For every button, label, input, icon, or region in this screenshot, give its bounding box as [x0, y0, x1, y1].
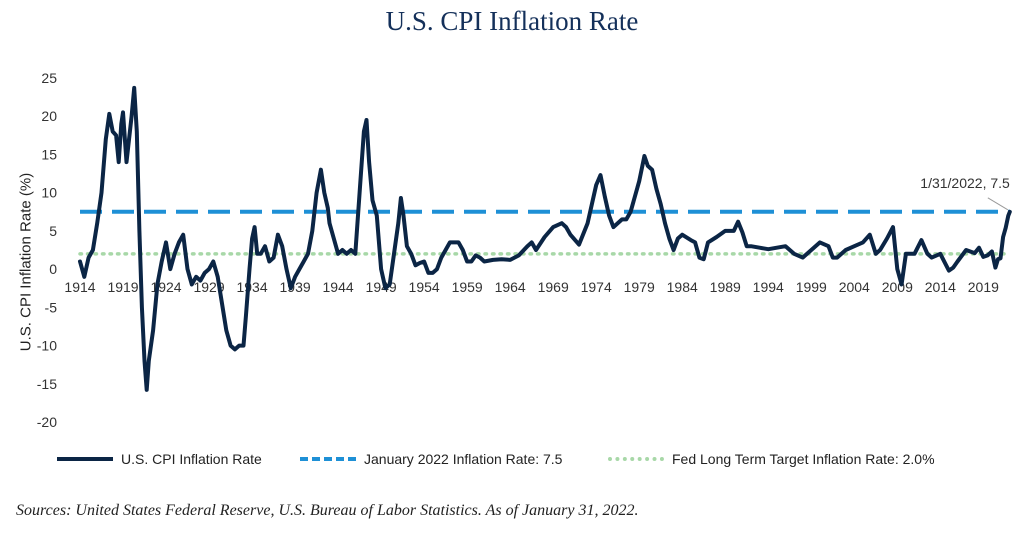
legend-label-fed-target: Fed Long Term Target Inflation Rate: 2.0…: [672, 451, 935, 467]
x-tick-label: 2009: [882, 279, 913, 295]
x-tick-labels: 1914 1919 1924 1929 1934 1939 1944 1949 1954 1959…: [64, 279, 999, 295]
y-tick-label: -20: [37, 414, 57, 430]
x-tick-label: 1914: [64, 279, 95, 295]
sources-note: Sources: United States Federal Reserve, …: [16, 502, 639, 519]
y-tick-labels: 25 20 15 10 5 0 -5 -10 -15 -20: [37, 70, 57, 430]
x-tick-label: 1989: [710, 279, 741, 295]
x-tick-label: 1934: [236, 279, 267, 295]
y-tick-label: 0: [49, 261, 57, 277]
y-tick-label: 20: [41, 108, 57, 124]
x-tick-label: 1984: [667, 279, 698, 295]
x-tick-label: 1964: [495, 279, 526, 295]
y-tick-label: -10: [37, 338, 57, 354]
y-tick-label: 25: [41, 70, 57, 86]
annotation-group: 1/31/2022, 7.5: [920, 175, 1010, 211]
x-tick-label: 1959: [452, 279, 483, 295]
x-tick-label: 1979: [624, 279, 655, 295]
legend-label-jan-2022: January 2022 Inflation Rate: 7.5: [364, 451, 563, 467]
annotation-label: 1/31/2022, 7.5: [920, 175, 1010, 191]
legend-item-fed-target: Fed Long Term Target Inflation Rate: 2.0…: [608, 451, 935, 467]
x-tick-label: 1999: [796, 279, 827, 295]
legend-item-cpi: U.S. CPI Inflation Rate: [57, 451, 262, 467]
x-tick-label: 1994: [753, 279, 784, 295]
reference-lines: [78, 209, 1012, 256]
x-tick-label: 1919: [107, 279, 138, 295]
x-tick-label: 1974: [581, 279, 612, 295]
legend-swatch-fed-target: [608, 457, 664, 461]
cpi-series-line: [78, 85, 1012, 392]
annotation-leader: [987, 197, 1009, 211]
x-tick-label: 2019: [968, 279, 999, 295]
x-tick-label: 1944: [323, 279, 354, 295]
legend-label-cpi: U.S. CPI Inflation Rate: [121, 451, 262, 467]
legend-swatch-cpi: [57, 457, 113, 461]
x-tick-label: 2014: [925, 279, 956, 295]
series-lines: [78, 85, 1012, 392]
x-tick-label: 1949: [366, 279, 397, 295]
y-tick-label: 5: [49, 223, 57, 239]
y-tick-label: -5: [45, 299, 58, 315]
x-tick-label: 1969: [538, 279, 569, 295]
x-tick-label: 1954: [409, 279, 440, 295]
y-tick-label: 15: [41, 146, 57, 162]
x-tick-label: 2004: [839, 279, 870, 295]
chart-title: U.S. CPI Inflation Rate: [385, 6, 639, 36]
y-tick-label: 10: [41, 185, 57, 201]
y-tick-label: -15: [37, 376, 57, 392]
legend-item-jan-2022: January 2022 Inflation Rate: 7.5: [300, 451, 562, 467]
x-tick-label: 1939: [280, 279, 311, 295]
legend-swatch-jan-2022: [300, 457, 356, 461]
